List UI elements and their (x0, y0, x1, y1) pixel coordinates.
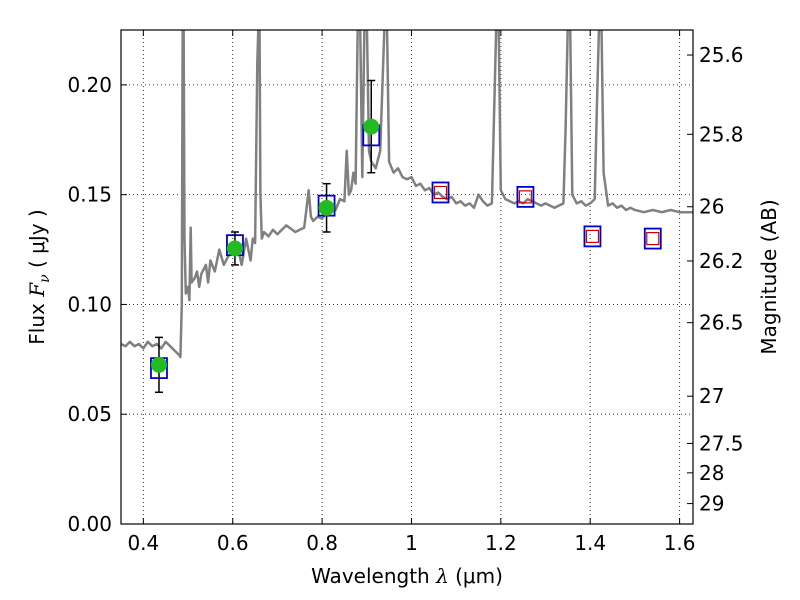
x-tick-label: 1.6 (664, 531, 696, 555)
model-photometry-square (431, 181, 450, 204)
mag-tick-label: 25.6 (699, 43, 744, 67)
y-tick-label: 0.10 (67, 292, 112, 316)
x-tick-label: 1.2 (485, 531, 517, 555)
x-tick-label: 0.6 (217, 531, 249, 555)
model-photometry-square (583, 225, 602, 248)
mag-tick-label: 26 (699, 195, 724, 219)
model-photometry-square (643, 227, 662, 250)
observed-flux-point (363, 118, 380, 135)
y-axis-label: Flux Fν ( μJy ) (25, 209, 53, 344)
mag-tick-label: 29 (699, 492, 724, 516)
x-tick-label: 0.8 (306, 531, 338, 555)
plot-frame (120, 29, 694, 525)
x-tick-label: 0.4 (127, 531, 159, 555)
predicted-photometry-square (433, 185, 448, 200)
mag-tick-label: 28 (699, 461, 724, 485)
predicted-photometry-square (518, 190, 533, 204)
observed-flux-point (318, 199, 335, 216)
mag-tick-label: 27.5 (699, 431, 744, 455)
y-tick-label: 0.00 (67, 512, 112, 536)
model-photometry-square (516, 185, 535, 208)
y-tick-label: 0.15 (67, 183, 112, 207)
mag-tick-label: 27 (699, 384, 724, 408)
predicted-photometry-square (585, 229, 600, 243)
observed-flux-point (150, 356, 167, 373)
mag-tick-label: 26.2 (699, 249, 744, 273)
model-spectrum-line (121, 30, 693, 359)
predicted-photometry-square (646, 231, 660, 246)
x-tick-label: 1 (405, 531, 418, 555)
x-tick-label: 1.4 (574, 531, 606, 555)
mag-tick-label: 26.5 (699, 311, 744, 335)
x-axis-label: Wavelength λ (μm) (311, 564, 503, 588)
y-tick-label: 0.20 (67, 73, 112, 97)
right-axis-label: Magnitude (AB) (757, 199, 781, 354)
plot-area (121, 30, 693, 394)
y-tick-label: 0.05 (67, 402, 112, 426)
observed-flux-point (226, 240, 243, 257)
ticks: 0.4 0.6 0.8 1 1.2 1.4 1.6 0.00 0.05 0.10 0.15 0.20 2… (67, 30, 744, 555)
mag-tick-label: 25.8 (699, 122, 744, 146)
